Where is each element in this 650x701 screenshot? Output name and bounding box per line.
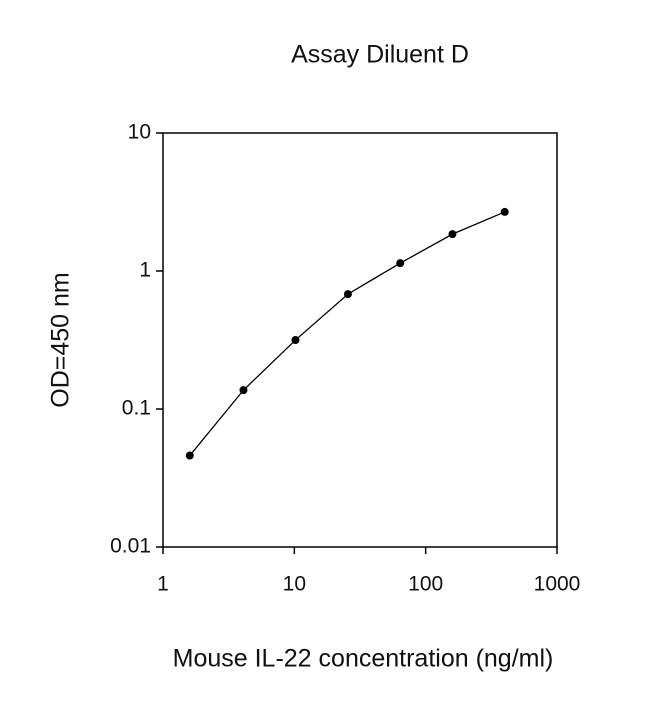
point bbox=[291, 336, 300, 345]
point bbox=[448, 230, 457, 239]
y-tick-label: 1 bbox=[139, 259, 151, 282]
point bbox=[185, 451, 194, 460]
chart-title: Assay Diluent D bbox=[291, 41, 469, 69]
point bbox=[396, 259, 405, 268]
y-axis-label: OD=450 nm bbox=[47, 272, 75, 408]
x-tick-label: 1 bbox=[157, 573, 169, 596]
x-tick-label: 10 bbox=[283, 573, 306, 596]
y-tick-label: 10 bbox=[128, 121, 151, 144]
x-tick-label: 100 bbox=[408, 573, 443, 596]
point bbox=[500, 207, 509, 216]
point bbox=[239, 386, 248, 395]
y-tick-label: 0.01 bbox=[110, 535, 151, 558]
line bbox=[189, 211, 505, 456]
y-tick-label: 0.1 bbox=[122, 397, 151, 420]
point bbox=[343, 290, 352, 299]
plot-frame bbox=[162, 132, 558, 548]
x-tick-label: 1000 bbox=[534, 573, 581, 596]
x-axis-label: Mouse IL-22 concentration (ng/ml) bbox=[173, 645, 554, 673]
